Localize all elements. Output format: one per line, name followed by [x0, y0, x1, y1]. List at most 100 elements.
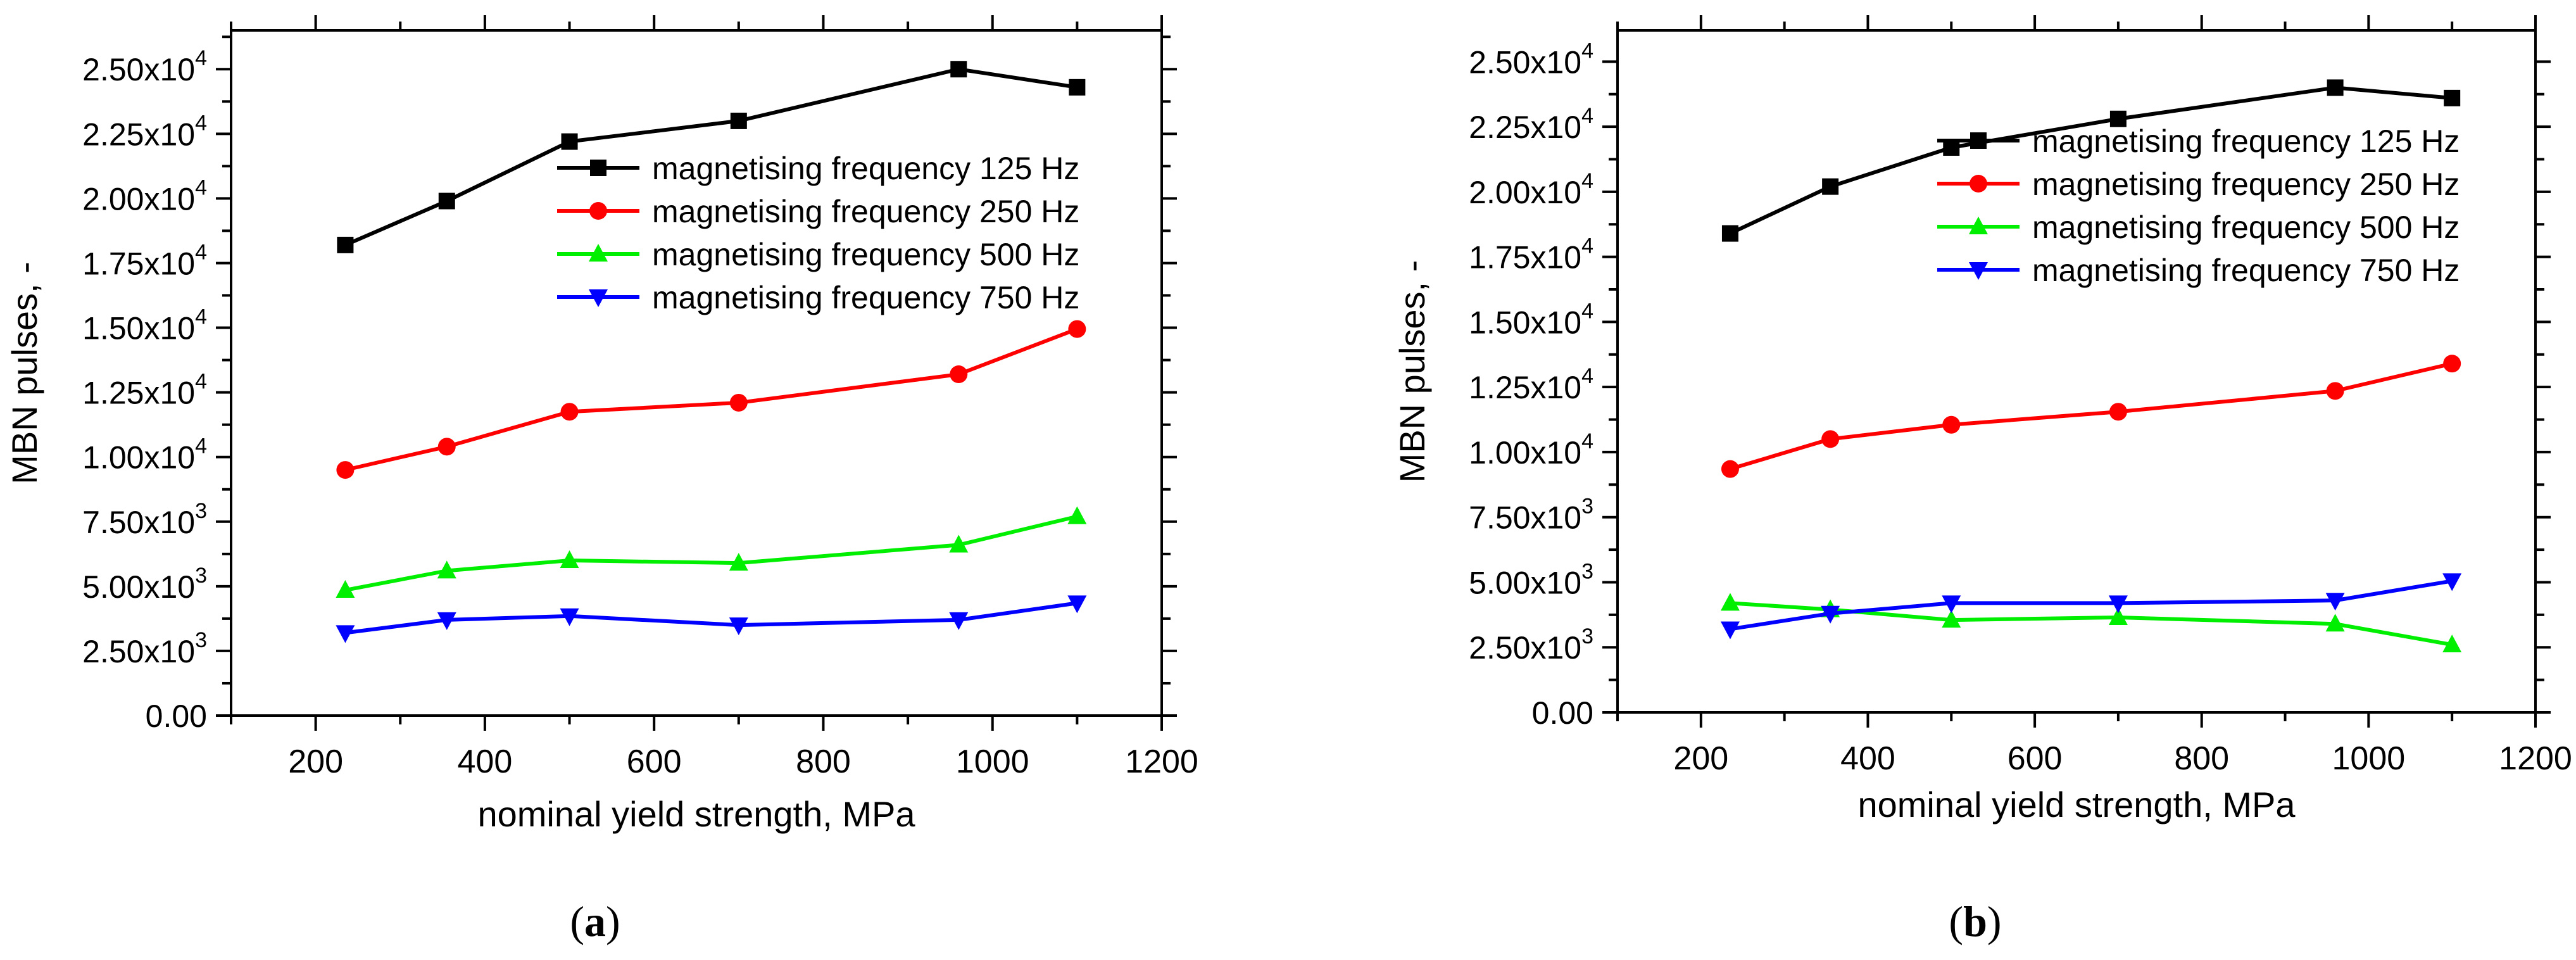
y-tick-label: 2.50x103 — [1469, 624, 1593, 666]
legend-marker — [590, 160, 606, 176]
data-point-s3-6 — [2442, 635, 2462, 653]
x-tick-label: 1200 — [2499, 740, 2572, 777]
y-tick-label: 5.00x103 — [82, 564, 207, 605]
data-point-s3-5 — [949, 534, 969, 553]
data-point-s4-3 — [560, 608, 579, 626]
data-point-s1-3 — [561, 133, 578, 150]
data-point-s2-1 — [1721, 460, 1739, 478]
x-tick-label: 800 — [796, 743, 851, 780]
y-tick-exponent: 4 — [195, 111, 207, 135]
y-tick-label: 1.50x104 — [1469, 299, 1593, 340]
x-axis-label: nominal yield strength, MPa — [1857, 785, 2296, 824]
x-tick-label: 800 — [2174, 740, 2229, 777]
y-tick-exponent: 3 — [1581, 559, 1593, 583]
legend-marker — [1970, 175, 1987, 193]
legend-label: magnetising frequency 250 Hz — [2032, 167, 2460, 202]
data-point-s4-1 — [336, 625, 355, 643]
y-tick-mantissa: 2.50x10 — [82, 52, 195, 87]
y-tick-mantissa: 7.50x10 — [1469, 500, 1581, 536]
series-line-3 — [344, 514, 1078, 592]
data-point-s1-2 — [1822, 178, 1839, 195]
y-tick-label: 7.50x103 — [1469, 495, 1593, 536]
panel-a: 200 400 600 800 1000 12000.002.50x1035.00x103… — [4, 15, 1198, 945]
data-point-s1-4 — [2109, 110, 2127, 127]
y-tick-exponent: 4 — [1581, 364, 1593, 388]
y-tick-exponent: 4 — [1581, 104, 1593, 128]
y-tick-mantissa: 2.25x10 — [82, 117, 195, 152]
data-point-s3-2 — [437, 560, 456, 579]
y-tick-exponent: 4 — [1581, 39, 1593, 63]
data-point-s3-3 — [560, 550, 579, 569]
x-tick-label: 600 — [627, 743, 682, 780]
y-tick-mantissa: 5.00x10 — [1469, 565, 1581, 600]
data-point-s2-6 — [1068, 320, 1086, 338]
data-point-s1-5 — [950, 61, 967, 78]
data-point-s2-2 — [1821, 430, 1840, 448]
y-tick-exponent: 4 — [195, 240, 207, 264]
caption-close-paren: ) — [606, 897, 620, 945]
data-point-s1-1 — [1721, 225, 1738, 242]
data-point-s4-5 — [949, 612, 969, 630]
data-point-s4-1 — [1720, 621, 1740, 640]
y-tick-mantissa: 2.50x10 — [1469, 44, 1581, 80]
data-point-s3-1 — [336, 579, 355, 598]
y-tick-label: 2.50x104 — [82, 46, 207, 87]
y-tick-exponent: 4 — [195, 434, 207, 458]
data-point-s1-2 — [438, 193, 455, 210]
series-line-1 — [1729, 85, 2453, 236]
legend-marker — [1969, 262, 1988, 280]
data-point-s4-5 — [2325, 593, 2345, 611]
data-point-s2-4 — [729, 393, 748, 412]
data-point-s3-3 — [1942, 610, 1961, 628]
data-point-s3-4 — [729, 553, 748, 571]
y-tick-mantissa: 2.50x10 — [82, 634, 195, 669]
data-point-s1-6 — [2444, 89, 2461, 106]
legend-marker — [589, 289, 608, 307]
y-tick-exponent: 4 — [1581, 429, 1593, 453]
series-line-2 — [344, 327, 1078, 472]
caption-close-paren: ) — [1987, 897, 2002, 945]
x-tick-label: 200 — [1673, 740, 1728, 777]
y-tick-label: 2.25x104 — [82, 111, 207, 152]
data-point-s1-1 — [337, 236, 354, 253]
legend-marker — [589, 244, 608, 262]
y-tick-exponent: 3 — [1581, 624, 1593, 648]
y-tick-mantissa: 1.50x10 — [82, 311, 195, 346]
legend-marker — [1970, 132, 1987, 149]
data-point-s1-5 — [2327, 79, 2344, 96]
plot-frame — [230, 29, 1163, 717]
panel-b: 200 400 600 800 1000 12000.002.50x1035.00x103… — [1392, 15, 2572, 945]
series-line-4 — [345, 601, 1078, 635]
panel-caption: (b) — [1949, 897, 2001, 945]
data-point-s2-4 — [2109, 403, 2127, 421]
y-tick-exponent: 3 — [195, 628, 207, 652]
y-tick-exponent: 3 — [195, 564, 207, 588]
legend-label: magnetising frequency 125 Hz — [2032, 123, 2460, 159]
plot-frame — [1616, 29, 2537, 714]
series-line-2 — [1730, 362, 2453, 471]
x-axis-label: nominal yield strength, MPa — [477, 794, 915, 834]
series-line-3 — [1730, 601, 2453, 647]
y-tick-exponent: 4 — [195, 175, 207, 199]
y-axis-label: MBN pulses, - — [4, 262, 44, 484]
data-point-s2-3 — [560, 403, 579, 421]
data-point-s3-1 — [1720, 593, 1740, 611]
data-point-s2-5 — [950, 365, 968, 384]
y-tick-mantissa: 1.00x10 — [1469, 435, 1581, 471]
y-tick-exponent: 4 — [195, 370, 207, 394]
data-point-s1-6 — [1069, 79, 1086, 96]
y-tick-label: 1.00x104 — [82, 434, 207, 476]
y-tick-mantissa: 5.00x10 — [82, 569, 195, 605]
y-tick-label: 2.25x104 — [1469, 104, 1593, 145]
data-point-s2-5 — [2326, 382, 2344, 400]
x-tick-label: 1200 — [1125, 743, 1198, 780]
series-line-1 — [344, 67, 1078, 247]
y-tick-mantissa: 0.00 — [146, 698, 207, 734]
y-tick-label: 1.75x104 — [1469, 234, 1593, 275]
y-tick-label: 0.00 — [1532, 695, 1593, 731]
y-tick-mantissa: 2.00x10 — [82, 181, 195, 217]
data-point-s4-4 — [729, 617, 748, 636]
data-point-s1-4 — [730, 112, 747, 129]
y-tick-label: 5.00x103 — [1469, 559, 1593, 600]
